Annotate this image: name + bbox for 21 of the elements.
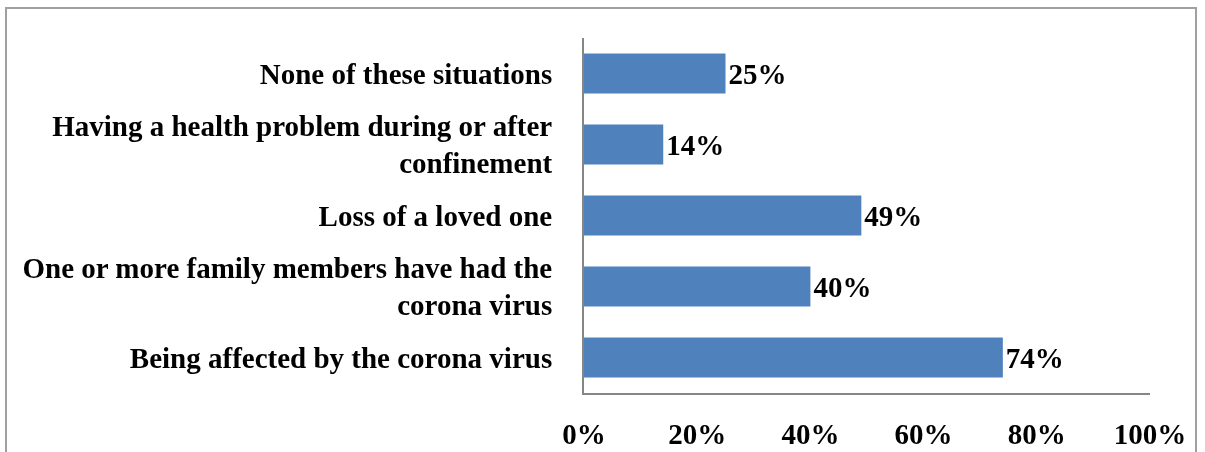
bar [584, 337, 1003, 378]
x-tick-label: 0% [562, 417, 606, 450]
bar [584, 53, 726, 94]
data-label: 40% [813, 270, 872, 303]
y-tick-label: Loss of a loved one [318, 199, 553, 232]
x-tick-label: 40% [781, 417, 840, 450]
data-label: 14% [666, 128, 725, 161]
x-tick-label: 80% [1007, 417, 1066, 450]
bar [584, 124, 664, 165]
bar [584, 195, 862, 236]
bar [584, 266, 811, 307]
y-tick-label: None of these situations [259, 57, 553, 90]
data-label: 74% [1005, 341, 1064, 374]
x-tick-label: 100% [1113, 417, 1187, 450]
y-tick-label: One or more family members have had the corona virus [22, 251, 553, 322]
data-label: 49% [864, 199, 923, 232]
data-label: 25% [728, 57, 787, 90]
x-tick-label: 20% [668, 417, 727, 450]
y-tick-label: Being affected by the corona virus [129, 341, 553, 374]
y-tick-label: Having a health problem during or after confinement [52, 109, 553, 180]
x-tick-label: 60% [894, 417, 953, 450]
